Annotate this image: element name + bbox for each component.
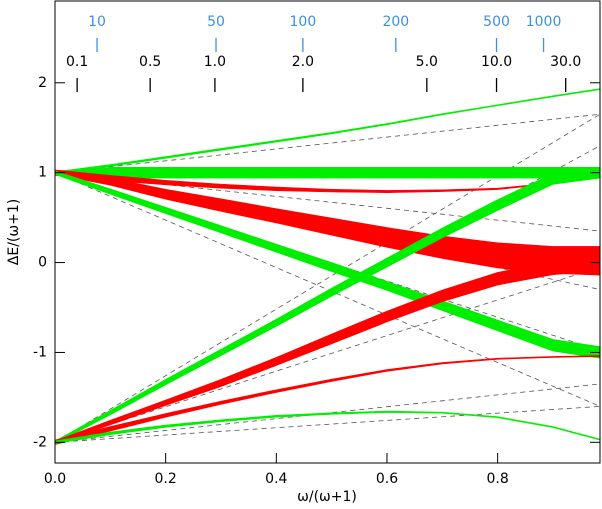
- top-tick-label: 50: [207, 14, 225, 30]
- y-axis-label: ΔE/(ω+1): [6, 199, 22, 265]
- y-tick-label: -1: [33, 344, 47, 360]
- band: [54, 88, 601, 174]
- top-tick-label: 500: [483, 14, 510, 30]
- top-tick-label: 0.1: [66, 54, 88, 70]
- band: [54, 257, 601, 445]
- dashed-line: [54, 113, 601, 174]
- y-tick-label: 0: [38, 255, 47, 271]
- y-tick-label: -2: [33, 434, 47, 450]
- top-tick-label: 200: [382, 14, 409, 30]
- top-tick-label: 10: [88, 14, 106, 30]
- top-tick-label: 0.5: [139, 54, 161, 70]
- band: [54, 166, 601, 179]
- dashed-line: [54, 405, 601, 443]
- dashed-line: [54, 172, 601, 407]
- top-tick-label: 5.0: [416, 54, 438, 70]
- x-tick-label: 0.6: [376, 471, 398, 487]
- top-tick-label: 30.0: [550, 54, 581, 70]
- dashed-line: [54, 266, 601, 443]
- x-tick-label: 0.4: [265, 471, 287, 487]
- top-tick-label: 100: [290, 14, 317, 30]
- x-axis-label: ω/(ω+1): [297, 489, 357, 505]
- dashed-line: [54, 172, 601, 352]
- y-tick-label: 2: [38, 75, 47, 91]
- x-tick-label: 0.2: [155, 471, 177, 487]
- top-tick-label: 2.0: [292, 54, 314, 70]
- top-tick-label: 10.0: [481, 54, 512, 70]
- top-tick-label: 1000: [526, 14, 562, 30]
- top-tick-label: 1.0: [204, 54, 226, 70]
- plot-frame: [54, 0, 601, 464]
- dashed-line: [54, 113, 601, 443]
- y-tick-label: 1: [38, 165, 47, 181]
- x-tick-label: 0.0: [44, 471, 66, 487]
- band: [54, 166, 601, 445]
- x-tick-label: 0.8: [487, 471, 509, 487]
